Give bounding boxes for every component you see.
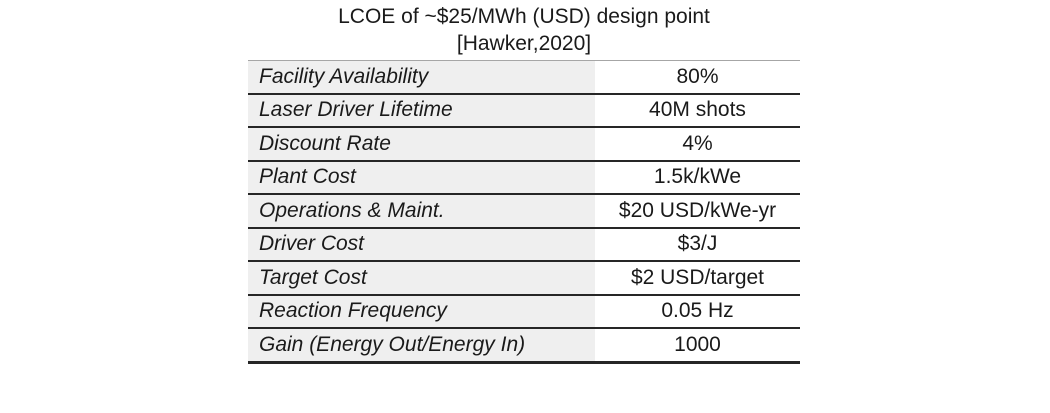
row-label: Discount Rate — [248, 128, 595, 160]
parameters-table: Facility Availability 80% Laser Driver L… — [248, 60, 800, 364]
lcoe-figure: LCOE of ~$25/MWh (USD) design point [Haw… — [248, 3, 800, 364]
row-label: Facility Availability — [248, 61, 595, 93]
table-row: Discount Rate 4% — [248, 128, 800, 162]
row-value: 80% — [595, 61, 800, 93]
row-label: Reaction Frequency — [248, 295, 595, 327]
row-label: Operations & Maint. — [248, 195, 595, 227]
row-value: 1000 — [595, 329, 800, 361]
row-value: 4% — [595, 128, 800, 160]
row-label: Plant Cost — [248, 161, 595, 193]
row-value: $2 USD/target — [595, 262, 800, 294]
figure-title: LCOE of ~$25/MWh (USD) design point [Haw… — [248, 3, 800, 57]
table-row: Gain (Energy Out/Energy In) 1000 — [248, 329, 800, 361]
table-row: Reaction Frequency 0.05 Hz — [248, 295, 800, 329]
row-value: $3/J — [595, 228, 800, 260]
table-row: Plant Cost 1.5k/kWe — [248, 161, 800, 195]
row-label: Laser Driver Lifetime — [248, 94, 595, 126]
table-row: Driver Cost $3/J — [248, 228, 800, 262]
table-row: Target Cost $2 USD/target — [248, 262, 800, 296]
row-value: 0.05 Hz — [595, 295, 800, 327]
figure-title-line1: LCOE of ~$25/MWh (USD) design point — [338, 5, 710, 28]
row-label: Target Cost — [248, 262, 595, 294]
row-label: Driver Cost — [248, 228, 595, 260]
row-value: $20 USD/kWe-yr — [595, 195, 800, 227]
row-value: 40M shots — [595, 94, 800, 126]
table-row: Operations & Maint. $20 USD/kWe-yr — [248, 195, 800, 229]
table-row: Laser Driver Lifetime 40M shots — [248, 94, 800, 128]
row-value: 1.5k/kWe — [595, 161, 800, 193]
row-label: Gain (Energy Out/Energy In) — [248, 329, 595, 361]
table-row: Facility Availability 80% — [248, 61, 800, 95]
figure-citation: [Hawker,2020] — [456, 32, 592, 55]
